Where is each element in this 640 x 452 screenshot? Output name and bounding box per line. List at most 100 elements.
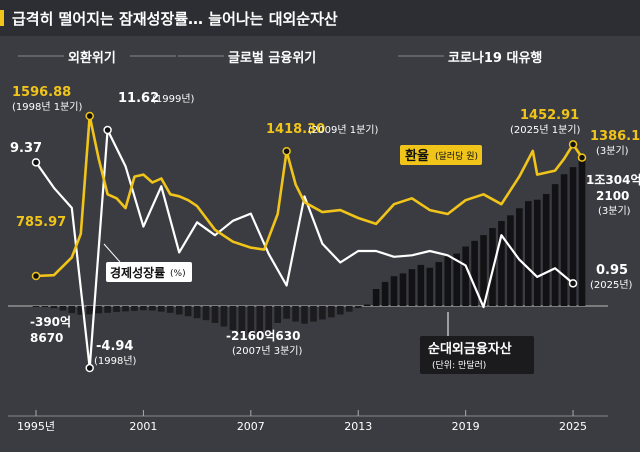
x-tick-label: 2001 bbox=[129, 420, 157, 433]
gr-2025-label: 0.95 bbox=[596, 263, 628, 278]
gr-2025-note: (2025년) bbox=[590, 279, 633, 291]
exchange-rate-point bbox=[577, 153, 587, 162]
net-assets-bar bbox=[50, 306, 58, 309]
exchange-rate-point bbox=[31, 271, 41, 281]
net-assets-bar bbox=[354, 306, 362, 309]
na-start-label: -390억 bbox=[30, 315, 71, 329]
net-assets-bar bbox=[498, 220, 505, 306]
net-assets-bar bbox=[381, 281, 389, 306]
legend-net-assets-box bbox=[420, 336, 534, 374]
fx-2009-note: (2009년 1분기) bbox=[308, 124, 378, 136]
exchange-rate-line bbox=[35, 114, 584, 278]
legend-net-assets: 순대외금융자산 (단위: 만달러) bbox=[420, 312, 534, 374]
net-assets-bar bbox=[480, 235, 487, 306]
net-assets-bar bbox=[390, 276, 398, 306]
net-assets-bar bbox=[247, 306, 255, 336]
legend-growth-rate: 경제성장률 (%) bbox=[103, 243, 192, 282]
na-2007-note: (2007년 3분기) bbox=[232, 345, 302, 357]
net-assets-bar bbox=[238, 306, 246, 334]
net-assets-bar bbox=[220, 306, 228, 327]
net-assets-bar bbox=[131, 306, 138, 311]
growth-rate-point bbox=[31, 158, 41, 167]
net-assets-bar bbox=[542, 194, 550, 306]
x-tick-label: 2019 bbox=[452, 420, 480, 433]
exchange-rate-point bbox=[282, 146, 291, 156]
x-tick-label: 1995년 bbox=[17, 420, 55, 433]
net-assets-bar bbox=[578, 160, 586, 306]
net-assets-bar bbox=[256, 306, 264, 337]
net-assets-bar bbox=[372, 288, 380, 306]
legend-growth-label: 경제성장률 bbox=[110, 266, 165, 280]
fx-2009-label: 1418.30 bbox=[266, 122, 325, 137]
gr-1998-note: (1998년) bbox=[94, 355, 137, 367]
na-start-label-2: 8670 bbox=[30, 331, 63, 345]
net-assets-bar bbox=[507, 215, 514, 306]
growth-rate-line bbox=[35, 128, 574, 370]
net-assets-bar bbox=[175, 306, 183, 315]
net-assets-bar bbox=[95, 306, 102, 314]
net-assets-bar bbox=[533, 199, 541, 306]
gr-start-label: 9.37 bbox=[10, 141, 42, 156]
exchange-rate-point bbox=[85, 111, 94, 121]
net-assets-bar bbox=[551, 184, 559, 306]
net-assets-bar bbox=[149, 306, 156, 311]
x-tick-label: 2013 bbox=[344, 420, 372, 433]
legend-growth-unit: (%) bbox=[170, 269, 186, 279]
legend-exchange-rate-label: 환율 bbox=[405, 148, 429, 164]
na-2025-label: 1조304억 bbox=[586, 173, 640, 187]
x-tick-label: 2007 bbox=[237, 420, 265, 433]
chart-title: 급격히 떨어지는 잠재성장률… 늘어나는 대외순자산 bbox=[12, 10, 338, 28]
net-assets-bar bbox=[184, 306, 192, 317]
growth-rate-point bbox=[103, 125, 112, 135]
crisis-label-bg bbox=[64, 48, 130, 66]
fx-1998-note: (1998년 1분기) bbox=[12, 101, 82, 113]
net-assets-bar bbox=[68, 306, 76, 314]
legend-exchange-rate: 환율 (달러당 원) bbox=[400, 145, 482, 165]
net-assets-bar bbox=[202, 306, 210, 321]
net-assets-bar bbox=[524, 201, 532, 306]
net-assets-bar bbox=[86, 306, 94, 315]
net-assets-bar bbox=[211, 306, 219, 324]
na-2025-label-2: 2100 bbox=[596, 189, 629, 203]
net-assets-bar bbox=[104, 306, 111, 313]
net-assets-bar bbox=[193, 306, 201, 319]
fx-1998-label: 1596.88 bbox=[12, 85, 71, 100]
crisis-label-bg bbox=[444, 48, 556, 66]
net-assets-bar bbox=[122, 306, 129, 312]
net-assets-bar bbox=[363, 304, 371, 306]
net-assets-bar bbox=[229, 306, 237, 331]
net-assets-bar bbox=[516, 208, 523, 306]
net-assets-bar bbox=[569, 167, 577, 306]
fx-2025q1-note: (2025년 1분기) bbox=[510, 124, 580, 136]
series-lines bbox=[31, 111, 587, 373]
net-assets-bar bbox=[41, 306, 49, 308]
net-assets-bar bbox=[426, 267, 434, 306]
net-assets-bar bbox=[292, 306, 299, 322]
net-assets-bar bbox=[301, 306, 308, 324]
gr-1998-label: -4.94 bbox=[96, 339, 133, 354]
net-assets-bar bbox=[399, 273, 407, 306]
fx-start-label: 785.97 bbox=[16, 215, 66, 230]
net-assets-bar bbox=[328, 306, 335, 318]
net-assets-bar bbox=[560, 174, 568, 306]
crisis-markers: 외환위기 글로벌 금융위기 코로나19 대유행 bbox=[18, 48, 556, 66]
net-assets-bar bbox=[166, 306, 174, 313]
net-assets-bar bbox=[345, 306, 353, 312]
net-assets-bar bbox=[453, 253, 460, 306]
na-2025-note: (3분기) bbox=[598, 205, 631, 217]
growth-rate-point bbox=[85, 363, 94, 373]
fx-2025q1-label: 1452.91 bbox=[520, 108, 579, 123]
legend-growth-leader bbox=[103, 243, 121, 263]
net-assets-bar bbox=[59, 306, 67, 311]
net-assets-bar bbox=[274, 306, 281, 324]
net-assets-bar bbox=[310, 306, 317, 322]
title-accent bbox=[0, 10, 4, 26]
net-assets-bar bbox=[77, 306, 85, 315]
title-bar bbox=[0, 0, 640, 36]
net-assets-bar bbox=[158, 306, 165, 312]
net-assets-bar bbox=[113, 306, 120, 312]
crisis-label: 글로벌 금융위기 bbox=[228, 50, 316, 66]
